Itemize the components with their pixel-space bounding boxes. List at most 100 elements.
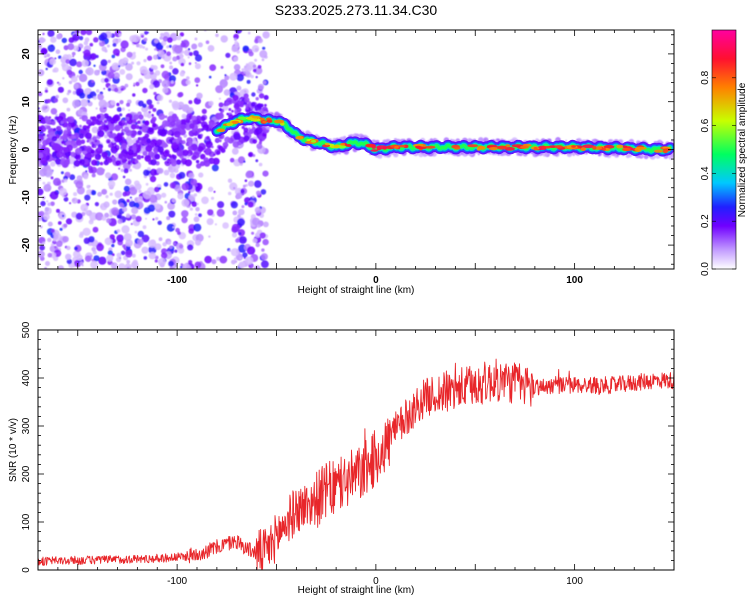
- spectrogram-speckle: [66, 258, 73, 265]
- spectrogram-speckle: [264, 103, 267, 107]
- spectrogram-speckle: [107, 59, 111, 64]
- spectrogram-speckle: [238, 232, 242, 235]
- spectrogram-speckle: [241, 139, 245, 143]
- spectrogram-speckle: [231, 223, 240, 232]
- spectrogram-hotspot: [274, 119, 285, 124]
- spectrogram-speckle: [143, 71, 152, 80]
- spectrogram-speckle: [197, 145, 204, 152]
- spectrogram-speckle: [188, 194, 196, 202]
- spectrogram-hotspot: [488, 147, 498, 151]
- spectrogram-speckle: [148, 251, 156, 260]
- spectrogram-speckle: [127, 161, 131, 165]
- spectrogram-speckle: [227, 178, 233, 183]
- spectrogram-speckle: [73, 45, 79, 52]
- spectrogram-speckle: [68, 37, 75, 43]
- spectrogram-speckle: [215, 85, 224, 94]
- spectrogram-speckle: [118, 33, 122, 37]
- spectrogram-speckle: [153, 91, 157, 96]
- colorbar-frame: [711, 29, 737, 270]
- spectrogram-speckle: [161, 142, 168, 149]
- spectrogram-speckle: [95, 54, 99, 59]
- spectrogram-speckle: [171, 198, 176, 203]
- spectrogram-hotspot: [365, 143, 376, 148]
- spectrogram-speckle: [45, 261, 50, 266]
- spectrogram-speckle: [189, 123, 195, 129]
- spectrogram-speckle: [194, 63, 201, 70]
- spectrogram-speckle: [158, 258, 166, 266]
- spectrogram-speckle: [224, 136, 231, 143]
- spectrogram-speckle: [200, 116, 206, 122]
- snr-panel: 0 100 200 300 400 500 -100 0 100 Height of stra…: [8, 321, 675, 596]
- spectrogram-speckle: [147, 55, 153, 61]
- spectrogram-speckle: [120, 168, 125, 173]
- spectrogram-speckle: [129, 196, 132, 199]
- spectrogram-speckle: [68, 80, 73, 85]
- spectrogram-speckle: [42, 181, 46, 185]
- spectrogram-speckle: [130, 222, 133, 226]
- spectrogram-speckle: [158, 113, 166, 120]
- spectrogram-speckle: [166, 161, 170, 164]
- spectrogram-speckle: [254, 265, 261, 269]
- spectrogram-speckle: [71, 51, 76, 56]
- spectrogram-speckle: [151, 116, 157, 122]
- spectrogram-speckle: [195, 159, 200, 164]
- spectrogram-speckle: [241, 68, 245, 72]
- spectrogram-speckle: [40, 200, 46, 207]
- spectrogram-speckle: [91, 173, 96, 178]
- spectrogram-speckle: [143, 256, 148, 260]
- spectrogram-speckle: [63, 147, 69, 153]
- spectrogram-speckle: [133, 51, 136, 55]
- spectrogram-speckle: [106, 44, 110, 48]
- spectrogram-speckle: [118, 137, 123, 143]
- spectrogram-speckle: [146, 138, 151, 144]
- spectrogram-speckle: [459, 153, 462, 156]
- spectrogram-speckle: [83, 40, 89, 46]
- spectrogram-speckle: [193, 216, 200, 223]
- spectrogram-speckle: [54, 245, 57, 249]
- spectrogram-speckle: [199, 153, 206, 160]
- spectrogram-speckle: [93, 64, 96, 68]
- spectrogram-speckle: [83, 237, 91, 244]
- colorbar-tick-label: 0.6: [700, 118, 711, 132]
- spectrogram-speckle: [150, 159, 157, 166]
- spectrogram-speckle: [126, 199, 130, 203]
- spectrogram-speckle: [145, 47, 149, 51]
- spectrogram-speckle: [109, 214, 113, 218]
- spectrogram-speckle: [85, 30, 93, 36]
- spectrogram-hotspot: [582, 144, 595, 149]
- spectrogram-speckle: [67, 43, 75, 51]
- spectrogram-speckle: [154, 38, 159, 44]
- spectrogram-speckle: [107, 250, 113, 256]
- spectrogram-speckle: [157, 146, 164, 153]
- colorbar-tick-label: 0.2: [700, 214, 711, 228]
- spectrogram-speckle: [117, 219, 123, 224]
- spectrogram-speckle: [114, 124, 121, 132]
- spectrogram-speckle: [64, 159, 71, 166]
- spectrogram-speckle: [135, 139, 140, 144]
- spectrogram-speckle: [141, 155, 144, 159]
- spectrogram-speckle: [261, 58, 265, 62]
- spectrogram-hotspot: [504, 147, 515, 151]
- spectrogram-speckle: [180, 265, 183, 269]
- spectrogram-speckle: [63, 196, 69, 202]
- spectrogram-speckle: [123, 168, 129, 174]
- spectrogram-speckle: [149, 84, 155, 90]
- spectrogram-speckle: [98, 126, 103, 131]
- spectrogram-speckle: [252, 217, 260, 226]
- spectrogram-speckle: [61, 214, 65, 218]
- spectrogram-speckle: [248, 180, 255, 187]
- spectrogram-speckle: [79, 124, 82, 128]
- spectrogram-speckle: [40, 47, 48, 55]
- spectrogram-speckle: [242, 184, 246, 188]
- spectrogram-speckle: [97, 130, 105, 138]
- spectrogram-speckle: [103, 119, 108, 124]
- spectrogram-speckle: [224, 74, 227, 77]
- spectrogram-speckle: [171, 133, 174, 137]
- spectrogram-speckle: [180, 119, 187, 125]
- spectrogram-speckle: [118, 167, 121, 170]
- spectrogram-speckle: [44, 55, 47, 58]
- spectrogram-speckle: [598, 154, 601, 157]
- spectrogram-speckle: [220, 65, 224, 69]
- spectrogram-hotspot: [310, 139, 317, 143]
- spectrogram-speckle: [86, 189, 93, 196]
